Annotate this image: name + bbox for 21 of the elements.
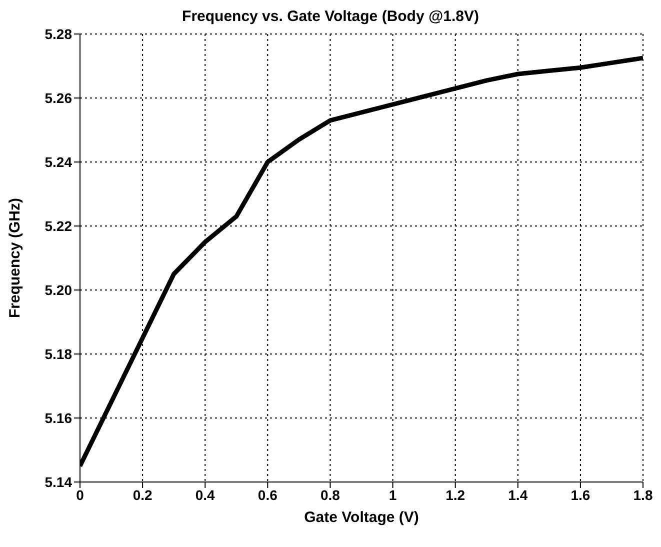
x-tick-label: 1.2 <box>446 486 466 503</box>
y-tick-label: 5.16 <box>44 410 72 426</box>
y-tick-label: 5.26 <box>44 90 72 106</box>
y-axis-title: Frequency (GHz) <box>6 198 24 318</box>
chart-title: Frequency vs. Gate Voltage (Body @1.8V) <box>182 8 479 25</box>
y-tick-label: 5.14 <box>44 474 72 490</box>
x-axis-title: Gate Voltage (V) <box>304 509 419 526</box>
x-tick-label: 1 <box>388 486 397 503</box>
y-tick-label: 5.18 <box>44 346 72 362</box>
y-tick-label: 5.28 <box>44 26 72 42</box>
x-tick-label: 0.6 <box>258 486 278 503</box>
x-tick-label: 0.4 <box>195 486 216 503</box>
x-tick-label: 1.6 <box>570 486 590 503</box>
y-tick-label: 5.24 <box>44 154 72 170</box>
x-tick-label: 1.4 <box>508 486 528 503</box>
x-tick-label: 0.2 <box>132 486 152 503</box>
x-tick-label: 0 <box>76 486 84 503</box>
y-tick-label: 5.20 <box>44 282 72 298</box>
y-tick-label: 5.22 <box>44 218 72 234</box>
x-tick-label: 0.8 <box>320 486 340 503</box>
x-tick-label: 1.8 <box>633 486 653 503</box>
